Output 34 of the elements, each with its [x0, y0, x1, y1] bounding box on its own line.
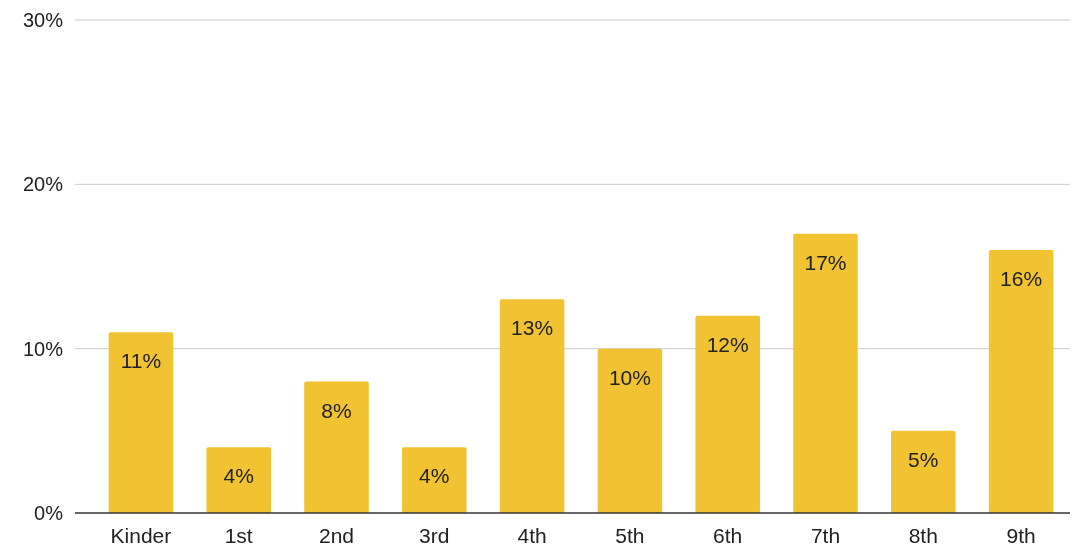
x-tick-label: 5th [615, 524, 645, 547]
x-tick-label: 1st [224, 524, 253, 547]
data-label: 4% [419, 464, 450, 488]
x-tick-label: 3rd [419, 524, 450, 547]
bar [108, 332, 174, 513]
bar [304, 381, 369, 513]
y-tick-label: 10% [22, 337, 64, 360]
y-tick-label: 20% [22, 173, 64, 196]
bar [597, 348, 663, 513]
data-label: 10% [608, 365, 651, 389]
data-label: 17% [804, 250, 847, 274]
x-tick-label: 9th [1006, 524, 1036, 547]
data-label: 8% [321, 398, 352, 422]
bar [499, 299, 565, 513]
x-tick-label: Kinder [110, 524, 172, 547]
bar [206, 447, 271, 513]
data-label: 16% [1000, 267, 1043, 291]
data-label: 11% [120, 349, 162, 373]
x-tick-label: 7th [810, 524, 841, 547]
bar [988, 250, 1054, 513]
x-tick-label: 8th [908, 524, 938, 547]
x-tick-label: 2nd [318, 524, 355, 547]
bar [695, 315, 760, 513]
data-label: 5% [908, 447, 939, 471]
bar [793, 233, 858, 513]
data-label: 13% [511, 316, 554, 340]
bar [402, 447, 467, 513]
y-tick-label: 0% [34, 502, 64, 524]
x-tick-label: 4th [517, 524, 547, 547]
bar [891, 430, 956, 513]
data-label: 4% [223, 464, 254, 488]
y-tick-label: 30% [22, 9, 64, 31]
data-label: 12% [706, 332, 749, 356]
x-tick-label: 6th [713, 524, 743, 547]
